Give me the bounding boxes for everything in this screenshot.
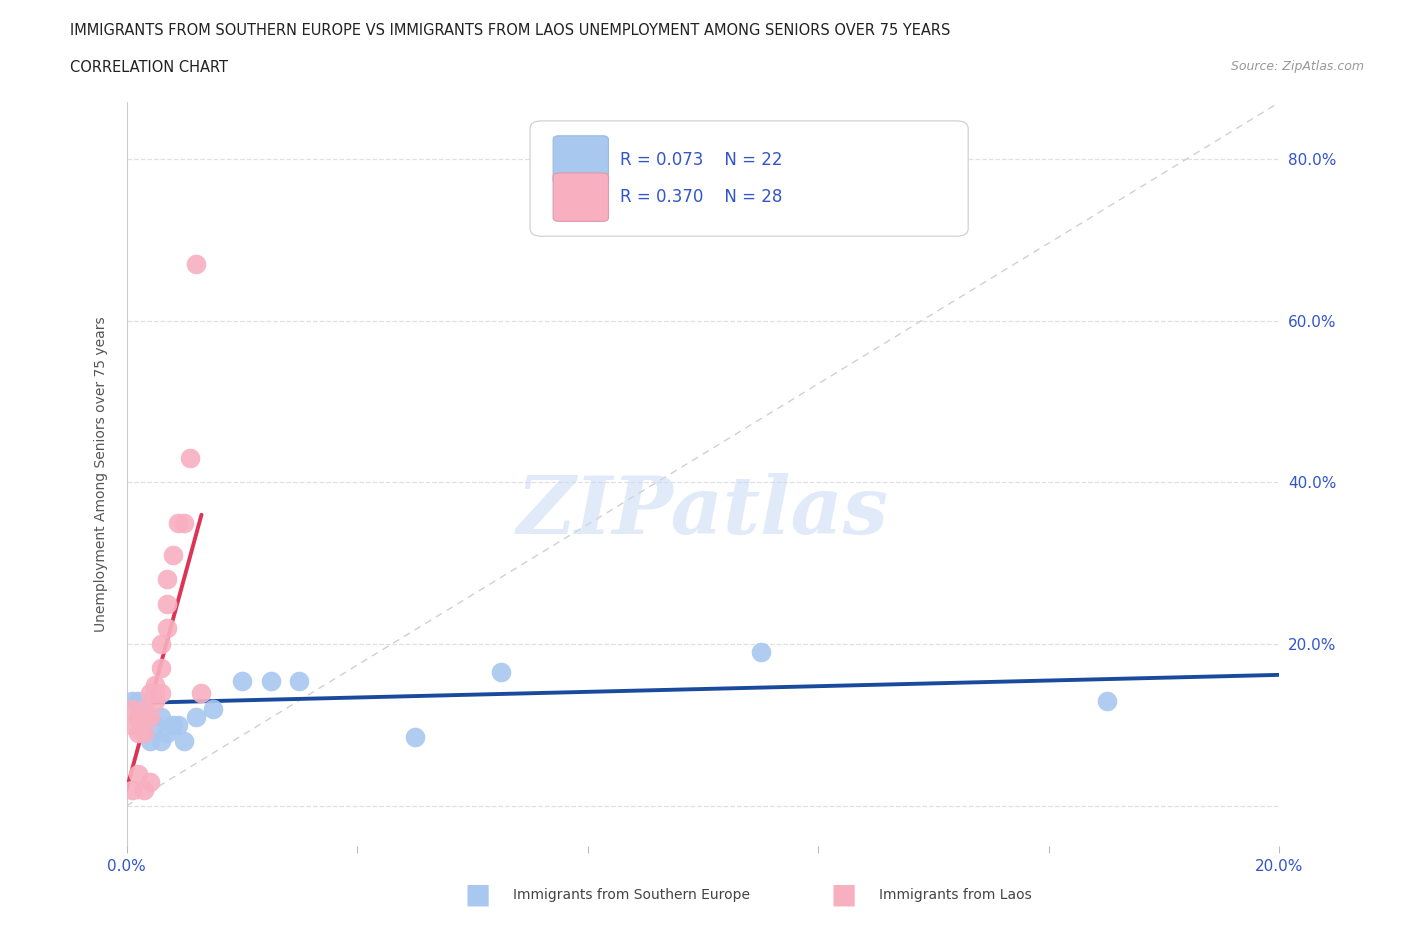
Text: R = 0.073    N = 22: R = 0.073 N = 22 bbox=[620, 151, 783, 169]
Point bbox=[150, 685, 173, 700]
Text: Source: ZipAtlas.com: Source: ZipAtlas.com bbox=[1230, 60, 1364, 73]
Point bbox=[202, 701, 225, 716]
Text: R = 0.370    N = 28: R = 0.370 N = 28 bbox=[620, 188, 782, 206]
Point bbox=[259, 673, 281, 688]
Point bbox=[173, 734, 195, 749]
Y-axis label: Unemployment Among Seniors over 75 years: Unemployment Among Seniors over 75 years bbox=[94, 316, 108, 632]
Point bbox=[132, 701, 155, 716]
Point bbox=[127, 693, 149, 708]
Point bbox=[190, 685, 212, 700]
Text: ■: ■ bbox=[465, 881, 491, 909]
Point bbox=[162, 548, 184, 563]
Point bbox=[132, 725, 155, 740]
Point bbox=[150, 710, 173, 724]
Text: ■: ■ bbox=[831, 881, 856, 909]
Point bbox=[489, 665, 512, 680]
Point bbox=[132, 710, 155, 724]
Point bbox=[162, 718, 184, 733]
Point bbox=[145, 718, 166, 733]
Point bbox=[150, 661, 173, 676]
Point bbox=[231, 673, 253, 688]
Point bbox=[132, 782, 155, 797]
Point bbox=[156, 596, 179, 611]
Point bbox=[121, 782, 143, 797]
Text: ZIPatlas: ZIPatlas bbox=[517, 472, 889, 551]
Point bbox=[150, 734, 173, 749]
Point bbox=[1095, 693, 1118, 708]
Point bbox=[121, 693, 143, 708]
Point bbox=[138, 734, 160, 749]
FancyBboxPatch shape bbox=[553, 136, 609, 184]
FancyBboxPatch shape bbox=[553, 173, 609, 221]
FancyBboxPatch shape bbox=[530, 121, 969, 236]
Point bbox=[121, 718, 143, 733]
Point bbox=[184, 710, 207, 724]
Point bbox=[404, 730, 426, 745]
Text: Immigrants from Southern Europe: Immigrants from Southern Europe bbox=[513, 887, 751, 902]
Text: IMMIGRANTS FROM SOUTHERN EUROPE VS IMMIGRANTS FROM LAOS UNEMPLOYMENT AMONG SENIO: IMMIGRANTS FROM SOUTHERN EUROPE VS IMMIG… bbox=[70, 23, 950, 38]
Point bbox=[145, 685, 166, 700]
Point bbox=[156, 725, 179, 740]
Point bbox=[288, 673, 311, 688]
Point bbox=[138, 685, 160, 700]
Point bbox=[179, 451, 201, 466]
Point bbox=[749, 644, 772, 659]
Point bbox=[138, 710, 160, 724]
Point bbox=[184, 257, 207, 272]
Point bbox=[127, 766, 149, 781]
Point bbox=[150, 637, 173, 652]
Point bbox=[132, 725, 155, 740]
Point bbox=[138, 774, 160, 789]
Point bbox=[167, 718, 190, 733]
Point bbox=[127, 710, 149, 724]
Point bbox=[167, 515, 190, 530]
Point bbox=[173, 515, 195, 530]
Point bbox=[132, 701, 155, 716]
Point bbox=[127, 725, 149, 740]
Point bbox=[156, 620, 179, 635]
Point bbox=[127, 710, 149, 724]
Point bbox=[156, 572, 179, 587]
Point bbox=[121, 701, 143, 716]
Point bbox=[145, 693, 166, 708]
Point bbox=[145, 677, 166, 692]
Text: Immigrants from Laos: Immigrants from Laos bbox=[879, 887, 1032, 902]
Text: CORRELATION CHART: CORRELATION CHART bbox=[70, 60, 228, 75]
